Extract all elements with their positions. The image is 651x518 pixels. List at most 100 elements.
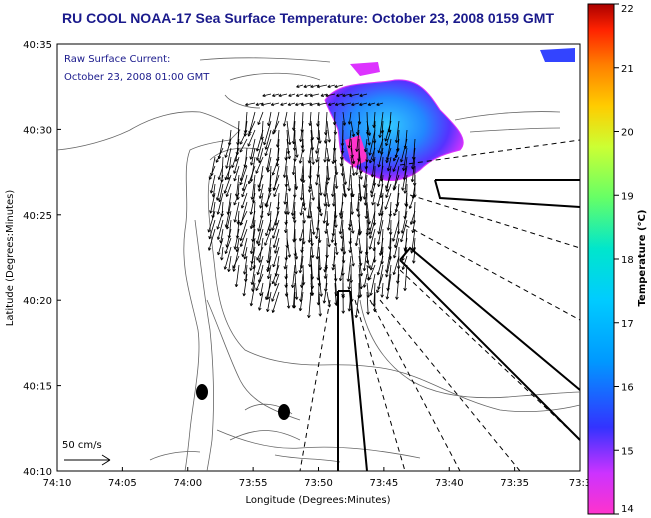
current-vector: [249, 246, 256, 271]
current-vector: [282, 111, 288, 127]
current-vector: [207, 210, 216, 233]
current-vector: [264, 138, 272, 157]
current-vector: [208, 165, 216, 180]
current-vector: [334, 237, 339, 255]
current-vector: [347, 273, 352, 290]
current-vector: [255, 219, 264, 244]
current-vector: [295, 102, 304, 107]
current-vector: [239, 219, 248, 242]
current-vector: [326, 291, 332, 308]
current-vector: [410, 228, 416, 254]
current-vector: [223, 246, 232, 270]
current-vector: [240, 192, 248, 209]
current-vector: [257, 228, 264, 247]
current-vector: [334, 84, 344, 89]
current-vector: [234, 264, 240, 288]
current-vector: [250, 147, 256, 166]
current-vector: [298, 147, 304, 164]
current-vector: [378, 111, 384, 138]
current-vector: [256, 246, 264, 261]
current-vector: [248, 120, 256, 135]
current-vector: [264, 282, 272, 300]
current-vector: [354, 156, 360, 176]
current-vector: [288, 93, 296, 97]
current-vector: [286, 120, 292, 146]
current-vector: [376, 102, 384, 106]
colorbar-tick-label: 16: [621, 383, 634, 394]
current-vector: [338, 264, 344, 282]
current-vector: [399, 138, 408, 163]
x-axis-ticks: 74:10 74:05 74:00 73:55 73:50 73:45 73:40 73:35…: [43, 467, 591, 489]
current-vector: [239, 138, 248, 153]
current-vector: [283, 255, 288, 270]
current-vector: [401, 255, 408, 270]
current-vector: [309, 102, 320, 107]
current-vector: [286, 138, 291, 160]
current-vector: [368, 129, 376, 156]
current-vector: [241, 183, 248, 198]
current-vector: [259, 192, 264, 209]
current-vector: [351, 102, 360, 107]
colorbar: [587, 3, 615, 515]
current-vector: [349, 93, 360, 98]
current-vector: [286, 237, 292, 258]
current-vector: [257, 165, 264, 192]
current-vector: [334, 291, 339, 307]
current-vector: [286, 291, 291, 309]
current-vector: [334, 102, 344, 107]
y-tick-label: 40:30: [23, 125, 52, 136]
current-vector: [377, 165, 384, 188]
current-vector: [322, 282, 328, 304]
current-vector: [233, 192, 240, 206]
current-vector: [283, 183, 288, 205]
current-vector: [272, 228, 280, 249]
current-vector: [392, 147, 400, 162]
current-vector: [310, 210, 316, 235]
current-vector: [216, 210, 224, 230]
current-vector: [326, 228, 331, 248]
current-vector: [255, 138, 264, 161]
current-vector: [327, 84, 336, 89]
current-vector: [320, 93, 328, 97]
current-vector: [377, 147, 384, 168]
current-vector: [350, 156, 356, 176]
current-vector: [241, 174, 248, 192]
current-vector: [376, 273, 384, 294]
current-vector: [318, 174, 323, 196]
current-vector: [239, 165, 248, 186]
current-vector: [342, 93, 352, 98]
current-vector: [247, 129, 256, 147]
current-vector: [410, 156, 416, 183]
current-vector: [257, 210, 264, 232]
current-vector: [370, 183, 376, 198]
current-vector: [347, 129, 352, 149]
current-vector: [209, 174, 216, 194]
y-tick-label: 40:20: [23, 296, 52, 307]
current-vector: [258, 291, 264, 311]
current-vector: [378, 201, 384, 217]
current-vector: [239, 129, 248, 145]
current-vector: [231, 147, 240, 169]
current-vector: [350, 246, 355, 267]
current-vector: [239, 228, 248, 247]
current-vector: [273, 183, 280, 198]
current-vector: [208, 219, 216, 240]
current-vector: [257, 111, 264, 126]
current-vector: [326, 120, 332, 143]
current-vector: [255, 273, 264, 291]
current-vector: [367, 102, 376, 107]
current-vector: [220, 246, 224, 261]
current-vector: [249, 210, 256, 230]
current-vector: [242, 273, 248, 297]
current-vector: [271, 282, 280, 302]
current-vector: [245, 102, 256, 107]
current-vector: [358, 219, 363, 235]
current-vector: [386, 156, 392, 172]
current-vector: [255, 156, 264, 174]
current-vector: [315, 147, 320, 163]
current-vector: [294, 138, 299, 158]
current-vector: [217, 237, 224, 256]
current-vector: [249, 228, 256, 255]
coastline: [56, 111, 241, 472]
current-vector: [395, 273, 400, 300]
